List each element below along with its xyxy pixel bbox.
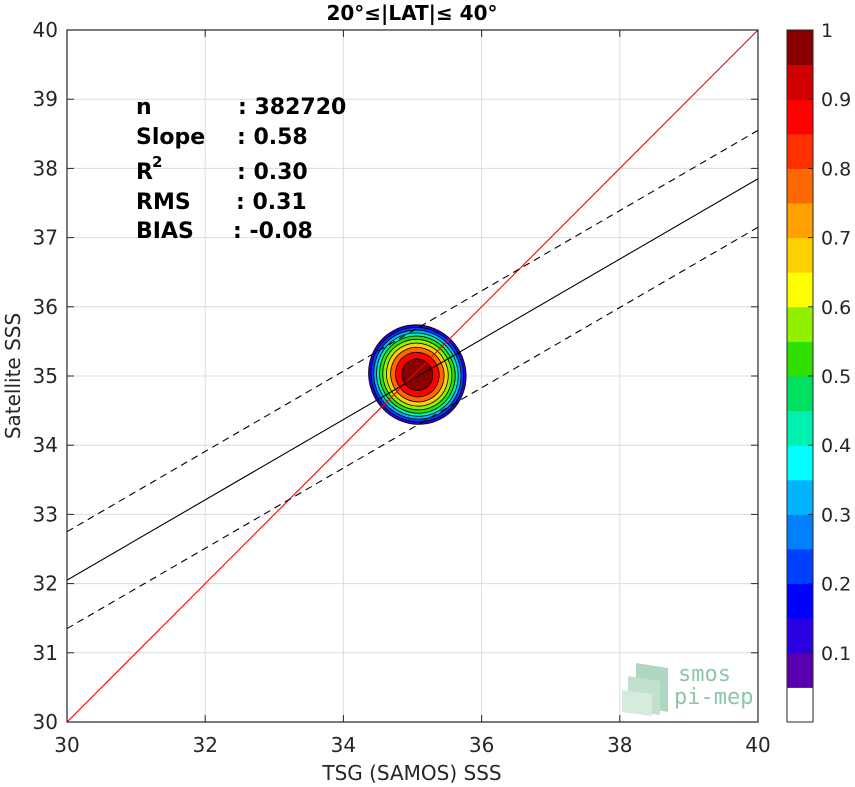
y-tick-label: 40 — [33, 18, 58, 42]
logo-text-smos: smos — [678, 662, 731, 687]
colorbar-tick-label: 0.5 — [821, 366, 851, 388]
y-tick-label: 31 — [33, 641, 58, 665]
colorbar-segment — [787, 306, 813, 342]
identity-line — [67, 30, 758, 722]
colorbar-segment — [787, 272, 813, 308]
stat-r2-value: : 0.30 — [237, 160, 308, 185]
y-tick-label: 37 — [33, 226, 58, 250]
colorbar-segment — [787, 237, 813, 273]
y-tick-label: 35 — [33, 364, 58, 388]
stat-n-label: n — [136, 95, 152, 120]
x-tick-label: 30 — [54, 733, 79, 757]
chart-title: 20°≤|LAT|≤ 40° — [326, 1, 497, 25]
x-tick-label: 40 — [745, 733, 770, 757]
colorbar-segment — [787, 583, 813, 619]
x-tick-label: 34 — [331, 733, 356, 757]
colorbar-segment — [787, 168, 813, 204]
y-tick-label: 33 — [33, 502, 58, 526]
stat-r2-superscript: 2 — [152, 153, 162, 171]
y-tick-label: 30 — [33, 710, 58, 734]
colorbar-segment — [787, 618, 813, 654]
fit-lower-bound-line — [67, 226, 758, 630]
colorbar-tick-label: 0.9 — [821, 89, 851, 111]
y-tick-label: 34 — [33, 433, 58, 457]
colorbar-tick-label: 0.2 — [821, 574, 851, 596]
y-tick-label: 38 — [33, 156, 58, 180]
colorbar-segment — [787, 514, 813, 550]
x-axis-label: TSG (SAMOS) SSS — [321, 761, 501, 785]
colorbar-tick-label: 0.4 — [821, 435, 851, 457]
colorbar: 0.1 0.2 0.3 0.4 0.5 0.6 0.7 0.8 0.9 1 — [786, 20, 851, 723]
stat-rms-value: : 0.31 — [236, 190, 307, 215]
stat-slope-value: : 0.58 — [237, 125, 308, 150]
fit-upper-bound-line — [67, 129, 758, 533]
colorbar-tick-label: 0.7 — [821, 228, 851, 250]
fit-line — [67, 178, 758, 581]
colorbar-tick-label: 0.3 — [821, 504, 851, 526]
colorbar-tick-label: 0.1 — [821, 643, 851, 665]
colorbar-segment — [787, 479, 813, 515]
colorbar-segment — [787, 64, 813, 100]
logo-text-pimep: pi-mep — [674, 685, 753, 710]
y-tick-label: 39 — [33, 87, 58, 111]
colorbar-segment — [787, 203, 813, 239]
stats-box: n : 382720 Slope : 0.58 R 2 : 0.30 RMS :… — [136, 95, 346, 244]
density-contours — [368, 324, 467, 425]
colorbar-segment — [787, 341, 813, 377]
colorbar-segment — [787, 133, 813, 169]
x-tick-label: 38 — [607, 733, 632, 757]
grid — [66, 29, 759, 723]
colorbar-tick-label: 0.8 — [821, 158, 851, 180]
stat-r2-label: R — [136, 160, 153, 185]
density-contour-level — [401, 358, 434, 391]
stat-n-value: : 382720 — [238, 95, 346, 120]
colorbar-segment — [787, 652, 813, 688]
logo-mark-icon — [622, 663, 668, 716]
colorbar-tick-label: 0.6 — [821, 297, 851, 319]
colorbar-segment — [787, 549, 813, 585]
regression-lines — [67, 30, 758, 722]
stat-rms-label: RMS — [136, 190, 191, 215]
colorbar-segment — [787, 376, 813, 412]
colorbar-segment — [787, 445, 813, 481]
axis-ticks: 30 32 34 36 38 40 30 31 32 33 34 35 36 37 38 39 40 — [33, 18, 771, 757]
colorbar-segment — [787, 410, 813, 446]
x-tick-label: 32 — [192, 733, 217, 757]
stat-bias-label: BIAS — [136, 219, 194, 244]
colorbar-segment — [787, 687, 813, 723]
stat-bias-value: : -0.08 — [233, 219, 313, 244]
y-tick-label: 32 — [33, 572, 58, 596]
stat-slope-label: Slope — [136, 125, 205, 150]
smos-pimep-logo: smos pi-mep — [622, 662, 753, 716]
x-tick-label: 36 — [469, 733, 494, 757]
y-axis-label: Satellite SSS — [1, 313, 25, 439]
colorbar-segment — [787, 99, 813, 135]
colorbar-tick-label: 1 — [821, 20, 833, 42]
colorbar-segment — [787, 30, 813, 66]
y-tick-label: 36 — [33, 295, 58, 319]
